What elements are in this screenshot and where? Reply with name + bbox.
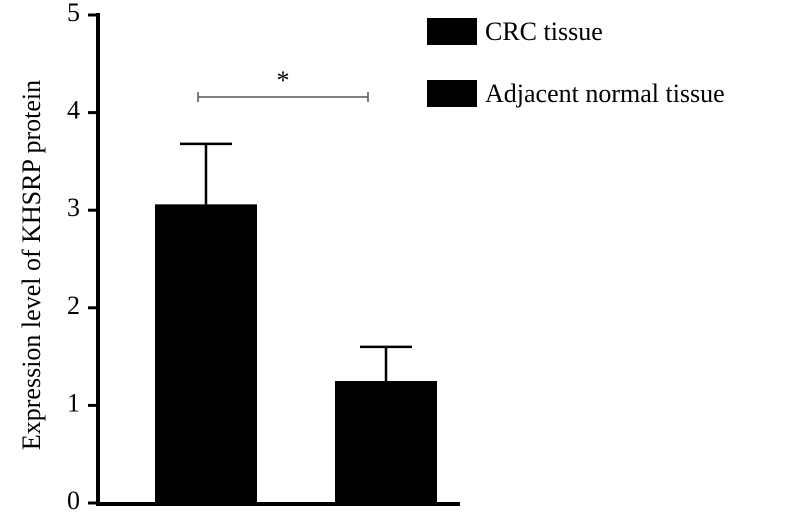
y-tick-label: 1 [67, 388, 80, 417]
y-tick-label: 3 [67, 193, 80, 222]
error-bar [360, 345, 412, 381]
legend-swatch [427, 18, 477, 45]
significance-bracket [197, 92, 369, 102]
y-tick-label: 5 [67, 0, 80, 27]
y-tick-label: 2 [67, 291, 80, 320]
legend-label: CRC tissue [485, 17, 603, 46]
significance-label: * [277, 66, 290, 95]
bar [155, 204, 257, 503]
bar [335, 381, 437, 503]
error-bar [180, 142, 232, 205]
y-tick-label: 0 [67, 486, 80, 515]
y-axis-label: Expression level of KHSRP protein [17, 80, 46, 450]
y-tick-label: 4 [67, 96, 80, 125]
legend-swatch [427, 80, 477, 107]
legend-label: Adjacent normal tissue [485, 79, 725, 108]
